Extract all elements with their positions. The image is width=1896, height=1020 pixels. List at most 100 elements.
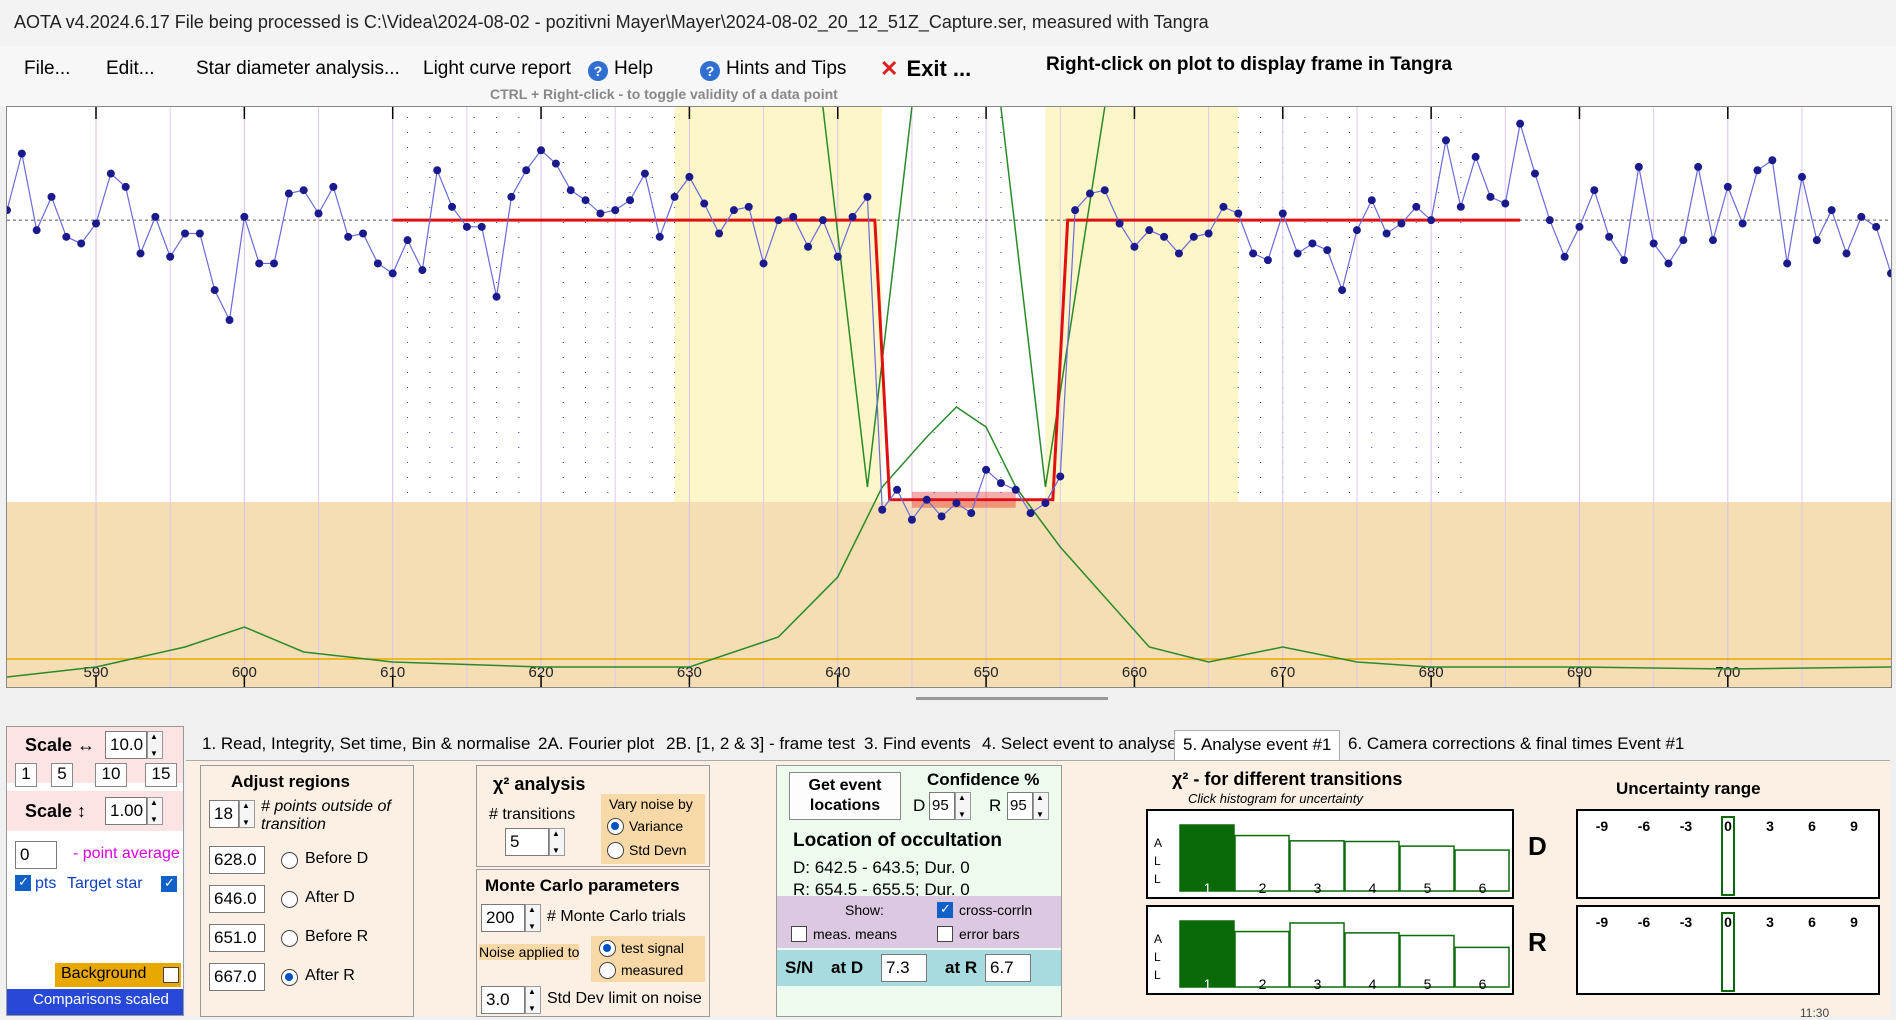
chi2-analysis-box: χ² analysis # transitions 5 Vary noise b… bbox=[476, 765, 710, 867]
light-curve-plot[interactable]: 590 600 610 620 630 640 650 660 670 680 690 700 bbox=[3, 106, 1895, 1020]
data-point bbox=[448, 202, 457, 211]
background-checkbox[interactable] bbox=[163, 967, 179, 983]
measured-radio[interactable] bbox=[599, 962, 616, 979]
cross-corrln-checkbox[interactable] bbox=[937, 901, 953, 918]
std-limit-spinner[interactable] bbox=[525, 986, 541, 1014]
chi2-hist-subtitle: Click histogram for uncertainty bbox=[1188, 791, 1363, 806]
transitions-input[interactable]: 5 bbox=[505, 828, 549, 856]
data-point bbox=[403, 236, 412, 245]
tab-frame-test[interactable]: 2B. [1, 2 & 3] - frame test bbox=[666, 734, 855, 753]
location-d: D: 642.5 - 643.5; Dur. 0 bbox=[793, 858, 970, 877]
std-limit-input[interactable]: 3.0 bbox=[481, 986, 525, 1014]
hist-bar bbox=[1399, 934, 1455, 988]
data-point bbox=[1219, 202, 1228, 211]
scale-h-input[interactable]: 10.0 bbox=[105, 731, 147, 759]
sn-box: S/N at D 7.3 at R 6.7 bbox=[777, 950, 1061, 986]
x-tick-label: 610 bbox=[380, 664, 405, 681]
tab-analyse-event[interactable]: 5. Analyse event #1 bbox=[1174, 730, 1341, 760]
data-point bbox=[522, 166, 531, 175]
before-r-input[interactable]: 651.0 bbox=[209, 924, 265, 952]
event-level-band bbox=[911, 491, 1016, 508]
menu-light-curve-report[interactable]: Light curve report bbox=[423, 58, 571, 79]
scale-h-spinner[interactable] bbox=[147, 731, 163, 759]
conf-d-label: D bbox=[913, 796, 926, 815]
conf-r-input[interactable]: 95 bbox=[1007, 792, 1033, 820]
pts-label: pts bbox=[35, 875, 57, 892]
scale-btn-1[interactable]: 1 bbox=[15, 763, 37, 787]
hints-icon: ? bbox=[700, 61, 720, 81]
hist-side-label: A bbox=[1154, 932, 1162, 946]
before-d-radio[interactable] bbox=[281, 852, 298, 869]
conf-r-spinner[interactable] bbox=[1033, 792, 1049, 820]
data-point bbox=[1160, 232, 1169, 241]
light-curve-svg[interactable]: 590 600 610 620 630 640 650 660 670 680 690 700 bbox=[3, 106, 1895, 1020]
after-d-radio[interactable] bbox=[281, 891, 298, 908]
menu-exit[interactable]: ✕ Exit ... bbox=[880, 56, 971, 82]
hist-category-label: 2 bbox=[1259, 976, 1267, 992]
uncertainty-tick: 3 bbox=[1766, 914, 1774, 930]
point-average-select[interactable]: 0 bbox=[15, 841, 57, 869]
conf-d-input[interactable]: 95 bbox=[929, 792, 955, 820]
light-curve-line bbox=[6, 123, 1892, 521]
test-signal-radio[interactable] bbox=[599, 940, 616, 957]
menu-star-diameter[interactable]: Star diameter analysis... bbox=[196, 58, 400, 79]
meas-means-label: meas. means bbox=[813, 926, 898, 942]
tab-fourier[interactable]: 2A. Fourier plot bbox=[538, 734, 655, 753]
before-r-radio[interactable] bbox=[281, 930, 298, 947]
error-bars-checkbox[interactable] bbox=[937, 926, 953, 942]
data-point bbox=[863, 192, 872, 201]
pts-checkbox[interactable] bbox=[15, 874, 31, 891]
conf-d-spinner[interactable] bbox=[955, 792, 971, 820]
before-d-label: Before D bbox=[305, 850, 369, 867]
data-point bbox=[818, 216, 827, 225]
splitter-handle[interactable] bbox=[916, 697, 1108, 700]
menu-file[interactable]: File... bbox=[24, 58, 71, 79]
x-tick-label: 640 bbox=[825, 664, 850, 681]
menu-hints[interactable]: ? Hints and Tips bbox=[700, 58, 846, 81]
data-point bbox=[626, 196, 635, 205]
std-devn-radio[interactable] bbox=[607, 842, 624, 859]
points-outside-input[interactable]: 18 bbox=[209, 800, 239, 828]
scale-btn-15[interactable]: 15 bbox=[145, 763, 177, 787]
vary-noise-box: Vary noise by Variance Std Devn bbox=[601, 794, 705, 864]
mc-trials-input[interactable]: 200 bbox=[481, 904, 525, 932]
tab-read[interactable]: 1. Read, Integrity, Set time, Bin & norm… bbox=[202, 734, 531, 753]
comparisons-bar: Comparisons scaled bbox=[7, 989, 183, 1015]
transitions-spinner[interactable] bbox=[549, 828, 565, 856]
after-d-input[interactable]: 646.0 bbox=[209, 885, 265, 913]
after-r-radio[interactable] bbox=[281, 969, 298, 986]
data-point bbox=[1887, 269, 1895, 278]
data-point bbox=[210, 286, 219, 295]
x-tick-label: 650 bbox=[974, 664, 999, 681]
scale-btn-10[interactable]: 10 bbox=[95, 763, 127, 787]
before-d-input[interactable]: 628.0 bbox=[209, 846, 265, 874]
meas-means-checkbox[interactable] bbox=[791, 926, 807, 942]
tab-find-events[interactable]: 3. Find events bbox=[864, 734, 971, 753]
uncertainty-zero-bar bbox=[1721, 816, 1735, 896]
after-r-input[interactable]: 667.0 bbox=[209, 963, 265, 991]
hist-d-letter: D bbox=[1528, 831, 1547, 861]
tab-camera-corrections[interactable]: 6. Camera corrections & final times Even… bbox=[1348, 734, 1685, 753]
scale-v-spinner[interactable] bbox=[147, 797, 163, 825]
data-point bbox=[596, 209, 605, 218]
hist-bar bbox=[1344, 932, 1400, 988]
get-event-locations-button[interactable]: Get event locations bbox=[789, 772, 901, 820]
target-star-checkbox[interactable] bbox=[161, 875, 177, 892]
tab-select-event[interactable]: 4. Select event to analyse bbox=[982, 734, 1177, 753]
data-point bbox=[893, 485, 902, 494]
menu-edit[interactable]: Edit... bbox=[106, 58, 155, 79]
points-outside-spinner[interactable] bbox=[239, 800, 255, 828]
scale-btn-5[interactable]: 5 bbox=[51, 763, 73, 787]
data-point bbox=[1174, 249, 1183, 258]
control-panel: Scale ↔ 10.0 1 5 10 15 Scale ↕ 1.00 0 - … bbox=[0, 724, 1896, 1020]
menu-help[interactable]: ? Help bbox=[588, 58, 653, 81]
scale-v-input[interactable]: 1.00 bbox=[105, 797, 147, 825]
data-point bbox=[507, 192, 516, 201]
mc-trials-spinner[interactable] bbox=[525, 904, 541, 932]
data-point bbox=[833, 252, 842, 261]
variance-radio[interactable] bbox=[607, 818, 624, 835]
